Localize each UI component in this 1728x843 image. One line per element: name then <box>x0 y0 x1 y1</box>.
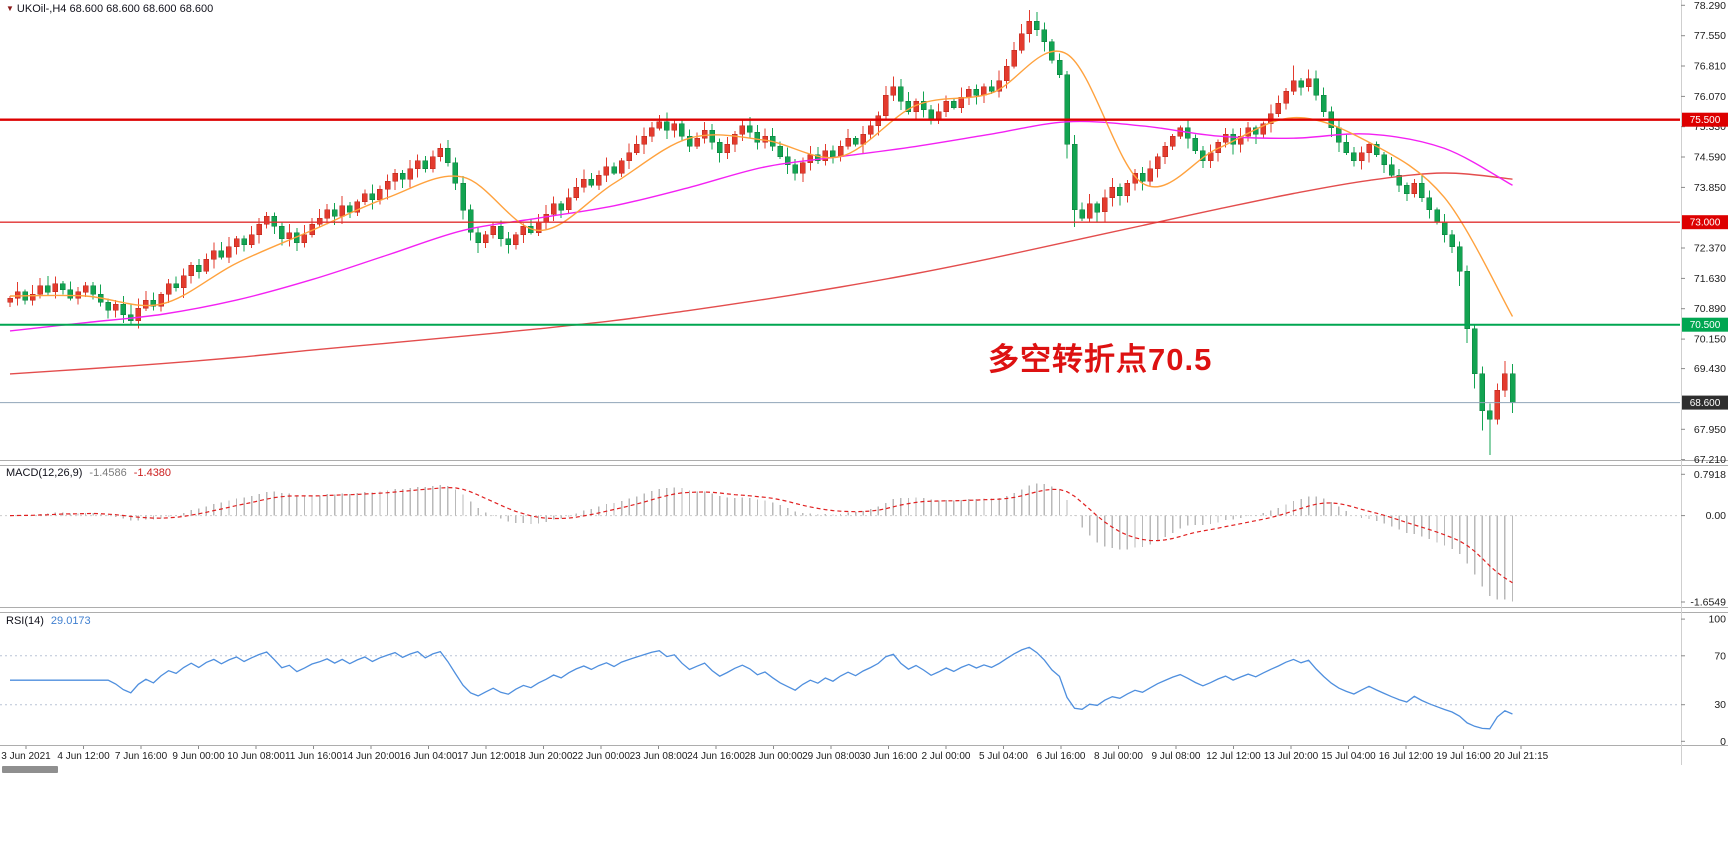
macd-name: MACD(12,26,9) <box>6 467 83 479</box>
svg-text:70.500: 70.500 <box>1690 320 1721 331</box>
svg-text:7 Jun 16:00: 7 Jun 16:00 <box>115 751 168 762</box>
symbol-dropdown-arrow-icon: ▼ <box>6 4 14 13</box>
svg-text:15 Jul 04:00: 15 Jul 04:00 <box>1321 751 1376 762</box>
svg-text:5 Jul 04:00: 5 Jul 04:00 <box>979 751 1028 762</box>
rsi-name: RSI(14) <box>6 615 44 627</box>
svg-text:-1.6549: -1.6549 <box>1690 597 1726 609</box>
svg-text:8 Jul 00:00: 8 Jul 00:00 <box>1094 751 1143 762</box>
svg-text:76.810: 76.810 <box>1694 61 1726 73</box>
svg-text:75.500: 75.500 <box>1690 115 1721 126</box>
svg-text:70.150: 70.150 <box>1694 334 1726 346</box>
svg-text:10 Jun 08:00: 10 Jun 08:00 <box>227 751 285 762</box>
svg-text:30 Jun 16:00: 30 Jun 16:00 <box>860 751 918 762</box>
svg-text:73.850: 73.850 <box>1694 182 1726 194</box>
svg-text:70: 70 <box>1714 650 1726 662</box>
symbol-ohlc-text: UKOil-,H4 68.600 68.600 68.600 68.600 <box>16 3 214 15</box>
svg-text:0.00: 0.00 <box>1706 510 1727 522</box>
svg-text:67.210: 67.210 <box>1694 454 1726 466</box>
rsi-value: 29.0173 <box>50 615 91 627</box>
candles-layer <box>7 9 1516 456</box>
svg-text:67.950: 67.950 <box>1694 424 1726 436</box>
macd-axis: 0.7918 0.00 -1.6549 <box>1681 469 1726 609</box>
svg-text:2 Jul 00:00: 2 Jul 00:00 <box>922 751 971 762</box>
svg-text:73.000: 73.000 <box>1690 218 1721 229</box>
svg-text:30: 30 <box>1714 699 1726 711</box>
horizontal-lines-layer <box>0 118 1680 404</box>
macd-signal-line <box>9 486 1513 584</box>
svg-text:0: 0 <box>1720 736 1726 748</box>
rsi-axis: 100 70 30 0 <box>1681 614 1726 748</box>
svg-text:16 Jul 12:00: 16 Jul 12:00 <box>1379 751 1434 762</box>
chart-text-annotation: 多空转折点70.5 <box>988 342 1213 377</box>
svg-text:0.7918: 0.7918 <box>1694 469 1726 481</box>
svg-text:14 Jun 20:00: 14 Jun 20:00 <box>342 751 400 762</box>
svg-text:4 Jun 12:00: 4 Jun 12:00 <box>57 751 110 762</box>
svg-text:77.550: 77.550 <box>1694 30 1726 42</box>
svg-text:71.630: 71.630 <box>1694 273 1726 285</box>
macd-value: -1.4586 <box>89 467 127 479</box>
svg-text:70.890: 70.890 <box>1694 303 1726 315</box>
svg-text:28 Jun 00:00: 28 Jun 00:00 <box>745 751 803 762</box>
svg-text:68.600: 68.600 <box>1690 398 1721 409</box>
svg-text:16 Jun 04:00: 16 Jun 04:00 <box>400 751 458 762</box>
svg-text:19 Jul 16:00: 19 Jul 16:00 <box>1436 751 1491 762</box>
svg-text:76.070: 76.070 <box>1694 91 1726 103</box>
price-axis: 78.29077.55076.81076.07075.33074.59073.8… <box>1681 0 1728 466</box>
svg-text:100: 100 <box>1708 614 1726 626</box>
svg-text:9 Jun 00:00: 9 Jun 00:00 <box>172 751 225 762</box>
svg-text:17 Jun 12:00: 17 Jun 12:00 <box>457 751 515 762</box>
svg-text:72.370: 72.370 <box>1694 243 1726 255</box>
rsi-indicator-label: RSI(14) 29.0173 <box>6 615 91 627</box>
svg-text:29 Jun 08:00: 29 Jun 08:00 <box>802 751 860 762</box>
svg-text:9 Jul 08:00: 9 Jul 08:00 <box>1152 751 1201 762</box>
time-axis: 3 Jun 2021 4 Jun 12:00 7 Jun 16:00 9 Jun 00… <box>1 746 1549 762</box>
svg-text:18 Jun 20:00: 18 Jun 20:00 <box>515 751 573 762</box>
svg-text:74.590: 74.590 <box>1694 152 1726 164</box>
horizontal-scrollbar[interactable] <box>2 766 58 773</box>
svg-text:20 Jul 21:15: 20 Jul 21:15 <box>1494 751 1549 762</box>
svg-text:13 Jul 20:00: 13 Jul 20:00 <box>1264 751 1319 762</box>
svg-text:22 Jun 00:00: 22 Jun 00:00 <box>572 751 630 762</box>
svg-text:23 Jun 08:00: 23 Jun 08:00 <box>630 751 688 762</box>
svg-text:6 Jul 16:00: 6 Jul 16:00 <box>1037 751 1086 762</box>
svg-text:69.430: 69.430 <box>1694 363 1726 375</box>
symbol-ohlc-label: ▼ UKOil-,H4 68.600 68.600 68.600 68.600 <box>6 3 213 15</box>
svg-text:3 Jun 2021: 3 Jun 2021 <box>1 751 51 762</box>
svg-text:12 Jul 12:00: 12 Jul 12:00 <box>1206 751 1261 762</box>
macd-signal-value: -1.4380 <box>133 467 172 479</box>
svg-text:24 Jun 16:00: 24 Jun 16:00 <box>687 751 745 762</box>
macd-indicator-label: MACD(12,26,9) -1.4586 -1.4380 <box>6 467 171 479</box>
macd-histogram <box>16 483 1514 602</box>
svg-text:78.290: 78.290 <box>1694 0 1726 12</box>
rsi-line <box>10 646 1513 730</box>
svg-text:11 Jun 16:00: 11 Jun 16:00 <box>285 751 343 762</box>
